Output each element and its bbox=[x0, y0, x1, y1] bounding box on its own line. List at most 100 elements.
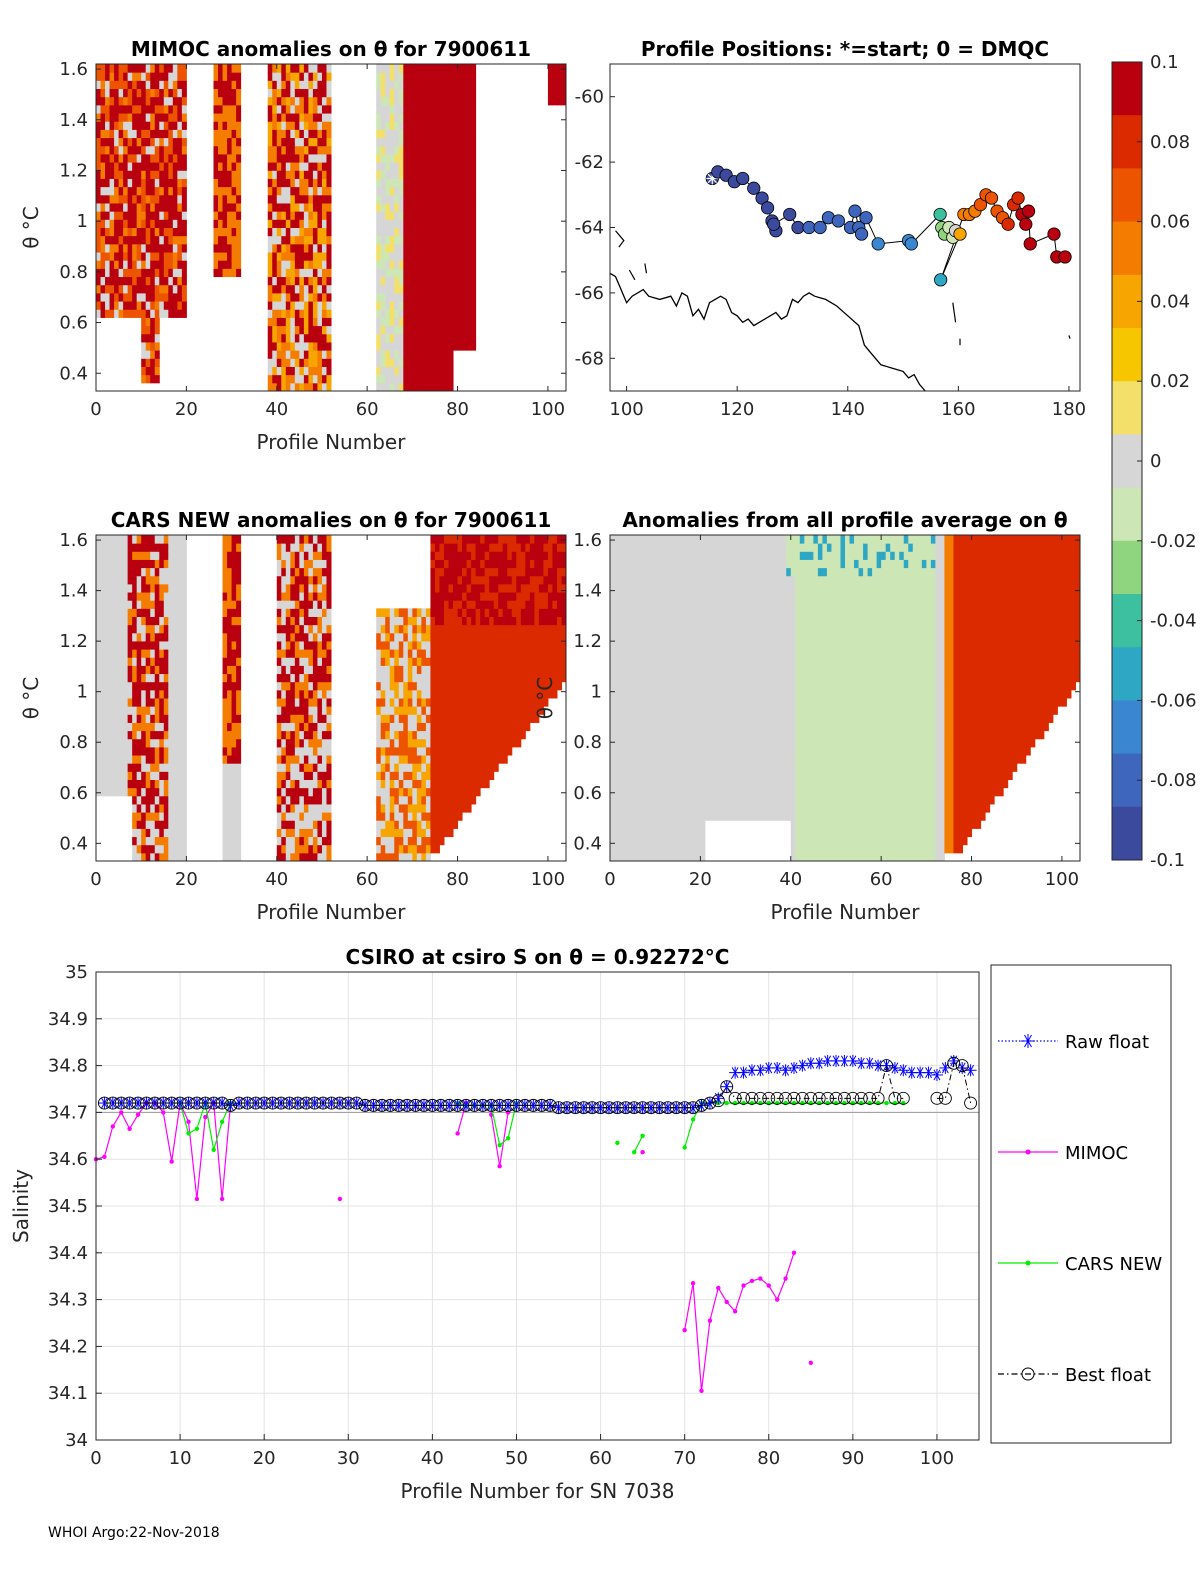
mimoc-cell bbox=[105, 178, 111, 188]
mimoc-cell bbox=[425, 358, 431, 367]
mimoc-cell bbox=[294, 301, 300, 310]
cars-cell bbox=[502, 730, 508, 740]
cars-cell bbox=[516, 689, 522, 699]
cars-cell bbox=[412, 706, 418, 715]
mimoc-cell bbox=[132, 284, 138, 294]
mimoc-cell bbox=[118, 260, 124, 269]
cars-cell bbox=[376, 779, 382, 789]
mimoc-cell bbox=[177, 202, 183, 212]
cars-cell bbox=[407, 714, 413, 723]
mimoc-cell bbox=[136, 145, 142, 155]
cars-cell bbox=[100, 624, 106, 634]
mimoc-cell bbox=[421, 276, 427, 286]
mimoc-cell bbox=[398, 104, 404, 114]
cars-cell bbox=[172, 583, 178, 593]
cars-cell bbox=[285, 559, 291, 569]
mimoc-cell bbox=[462, 309, 468, 318]
mimoc-cell bbox=[421, 178, 427, 188]
cars-cell bbox=[172, 543, 178, 552]
cars-cell bbox=[299, 746, 305, 756]
mimoc-cell bbox=[308, 235, 314, 245]
mimoc-cell bbox=[448, 145, 454, 155]
cars-cell bbox=[109, 559, 115, 569]
cars-cell bbox=[100, 730, 106, 740]
cars-cell bbox=[100, 779, 106, 789]
mimoc-cell bbox=[416, 309, 422, 318]
cars-cell bbox=[493, 698, 499, 707]
cars-xtick-label: 40 bbox=[265, 869, 288, 890]
mimoc-cell bbox=[100, 211, 106, 220]
cars-cell bbox=[141, 803, 147, 813]
cars-cell bbox=[493, 755, 499, 764]
cars-cell bbox=[412, 763, 418, 772]
cars-cell bbox=[507, 567, 513, 577]
mimoc-cell bbox=[425, 121, 431, 130]
mimoc-cell bbox=[434, 137, 440, 147]
cars-cell bbox=[105, 779, 111, 789]
mimoc-cell bbox=[218, 145, 224, 155]
cars-cell bbox=[114, 567, 120, 577]
cars-cell bbox=[312, 779, 318, 789]
mimoc-cell bbox=[321, 113, 327, 122]
cars-cell bbox=[543, 632, 549, 642]
mimoc-cell bbox=[385, 317, 391, 327]
mimoc-cell bbox=[281, 121, 287, 130]
mimoc-cell bbox=[172, 260, 178, 269]
cars-cell bbox=[475, 632, 481, 642]
cars-cell bbox=[321, 681, 327, 691]
mimoc-cell bbox=[132, 235, 138, 245]
cars-cell bbox=[136, 592, 142, 601]
cars-cell bbox=[181, 592, 187, 601]
cars-cell bbox=[430, 624, 436, 634]
cars-cell bbox=[457, 698, 463, 707]
mimoc-cell bbox=[154, 309, 160, 318]
cars-cell bbox=[127, 575, 133, 585]
cars-cell bbox=[281, 812, 287, 821]
cars-cell bbox=[326, 746, 332, 756]
cars-cell bbox=[538, 706, 544, 715]
mimoc-cell bbox=[425, 333, 431, 343]
cars-cell bbox=[407, 706, 413, 715]
mimoc-cell bbox=[462, 96, 468, 106]
mimoc-cell bbox=[398, 178, 404, 188]
mimoc-cell bbox=[168, 292, 174, 302]
mimoc-cell bbox=[326, 96, 332, 106]
cars-cell bbox=[177, 583, 183, 593]
mimoc-cell bbox=[448, 186, 454, 196]
cars-cell bbox=[520, 673, 526, 683]
mimoc-cell bbox=[471, 64, 477, 73]
cars-cell bbox=[380, 689, 386, 699]
mimoc-cell bbox=[312, 80, 318, 90]
mimoc-cell bbox=[100, 276, 106, 286]
cars-cell bbox=[136, 575, 142, 585]
mimoc-cell bbox=[136, 64, 142, 73]
cars-cell bbox=[385, 755, 391, 764]
mimoc-cell bbox=[394, 72, 400, 81]
mimoc-cell bbox=[448, 194, 454, 204]
mimoc-cell bbox=[385, 325, 391, 335]
mimoc-cell bbox=[172, 88, 178, 98]
mimoc-cell bbox=[132, 194, 138, 204]
mimoc-cell bbox=[376, 333, 382, 343]
mimoc-cell bbox=[434, 178, 440, 188]
cars-cell bbox=[141, 820, 147, 829]
mimoc-cell bbox=[285, 113, 291, 122]
cars-cell bbox=[222, 559, 228, 569]
cars-cell bbox=[308, 828, 314, 838]
cars-cell bbox=[109, 763, 115, 772]
cars-cell bbox=[96, 714, 102, 723]
mimoc-cell bbox=[416, 170, 422, 179]
cars-cell bbox=[466, 640, 472, 650]
cars-cell bbox=[421, 698, 427, 707]
mimoc-cell bbox=[398, 129, 404, 139]
mimoc-cell bbox=[222, 260, 228, 269]
cars-cell bbox=[416, 755, 422, 764]
mimoc-cell bbox=[159, 284, 165, 294]
cars-cell bbox=[136, 665, 142, 675]
cars-cell bbox=[394, 706, 400, 715]
mimoc-cell bbox=[159, 243, 165, 253]
cars-cell bbox=[552, 551, 558, 560]
cars-cell bbox=[552, 583, 558, 593]
mimoc-cell bbox=[181, 104, 187, 114]
mimoc-cell bbox=[385, 219, 391, 228]
